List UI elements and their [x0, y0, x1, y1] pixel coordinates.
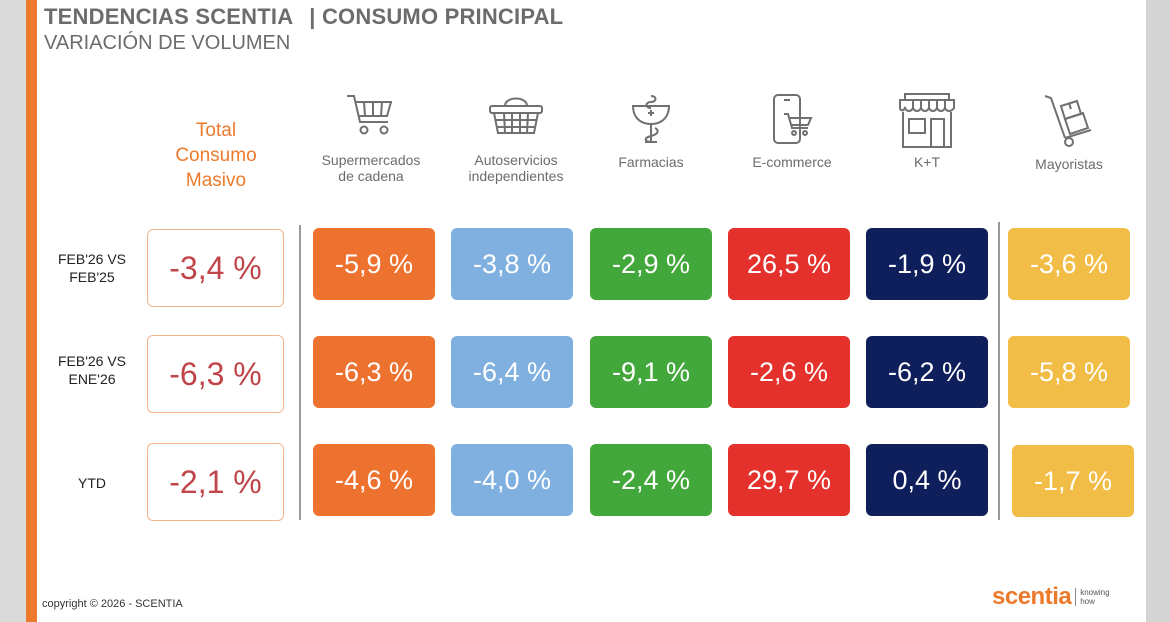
- total-value-feb-vs-feb: -3,4 %: [147, 229, 284, 307]
- value-cell: -1,7 %: [1012, 445, 1134, 517]
- value-cell: -5,9 %: [313, 228, 435, 300]
- mobile-cart-icon: [773, 94, 813, 144]
- value-cell: -5,8 %: [1008, 336, 1130, 408]
- channel-header-mayoristas: Mayoristas: [1004, 92, 1134, 172]
- shopping-basket-icon: [489, 97, 543, 134]
- pharmacy-icon: [631, 95, 671, 143]
- row-label-feb26-vs-feb25: FEB'26 VS FEB'25: [57, 251, 127, 285]
- divider-left: [299, 225, 301, 520]
- value-cell: 0,4 %: [866, 444, 988, 516]
- scentia-logo: scentia knowing how: [992, 583, 1110, 610]
- divider-right: [998, 222, 1000, 520]
- value-cell: -6,2 %: [866, 336, 988, 408]
- total-value-ytd: -2,1 %: [147, 443, 284, 521]
- hand-truck-icon: [1044, 95, 1092, 147]
- channel-header-kt: K+T: [862, 92, 992, 170]
- channel-header-ecommerce: E-commerce: [727, 92, 857, 170]
- row-label-feb26-vs-ene26: FEB'26 VS ENE'26: [57, 353, 127, 387]
- channel-header-autoservicios: Autoservicios independientes: [451, 92, 581, 184]
- value-cell: 29,7 %: [728, 444, 850, 516]
- channel-header-supermercados: Supermercados de cadena: [306, 92, 436, 184]
- value-cell: -6,3 %: [313, 336, 435, 408]
- storefront-icon: [899, 93, 955, 148]
- total-header: Total Consumo Masivo: [175, 120, 257, 191]
- channel-header-farmacias: Farmacias: [586, 92, 716, 170]
- value-cell: -2,9 %: [590, 228, 712, 300]
- total-value-feb-vs-ene: -6,3 %: [147, 335, 284, 413]
- value-cell: -9,1 %: [590, 336, 712, 408]
- value-cell: -2,4 %: [590, 444, 712, 516]
- page-title: TENDENCIAS SCENTIA | CONSUMO PRINCIPAL: [44, 4, 564, 29]
- copyright-text: copyright © 2026 - SCENTIA: [42, 598, 183, 610]
- row-label-ytd: YTD: [78, 475, 106, 491]
- shopping-cart-icon: [347, 95, 393, 135]
- value-cell: -1,9 %: [866, 228, 988, 300]
- right-margin: [1146, 0, 1170, 622]
- accent-bar: [26, 0, 37, 622]
- value-cell: -3,6 %: [1008, 228, 1130, 300]
- value-cell: 26,5 %: [728, 228, 850, 300]
- value-cell: -2,6 %: [728, 336, 850, 408]
- value-cell: -4,6 %: [313, 444, 435, 516]
- value-cell: -6,4 %: [451, 336, 573, 408]
- page-subtitle: VARIACIÓN DE VOLUMEN: [44, 32, 291, 54]
- value-cell: -3,8 %: [451, 228, 573, 300]
- value-cell: -4,0 %: [451, 444, 573, 516]
